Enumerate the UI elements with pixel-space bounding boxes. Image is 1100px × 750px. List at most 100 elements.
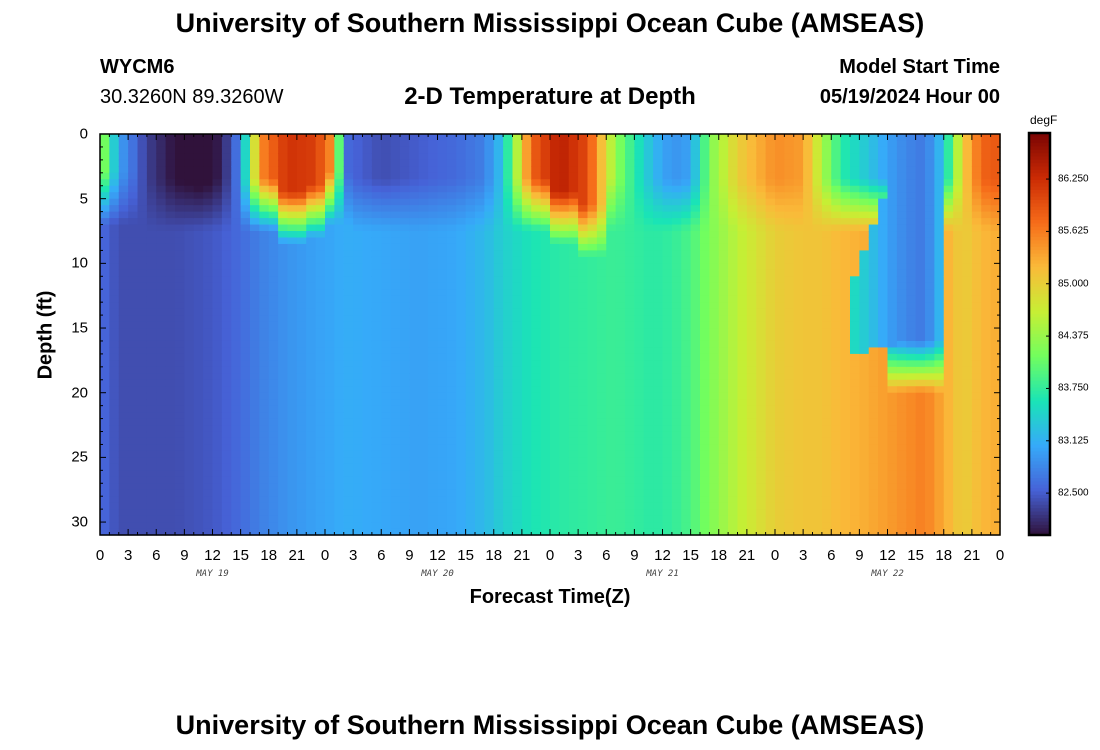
heatmap-cell (681, 463, 692, 471)
heatmap-cell (240, 360, 251, 368)
heatmap-cell (193, 515, 204, 523)
heatmap-cell (184, 172, 195, 180)
heatmap-cell (690, 172, 701, 180)
heatmap-cell (690, 522, 701, 530)
heatmap-cell (606, 340, 617, 349)
heatmap-cell (371, 509, 382, 517)
heatmap-cell (231, 515, 242, 523)
heatmap-cell (109, 366, 120, 374)
heatmap-cell (212, 340, 223, 349)
heatmap-cell (718, 522, 729, 530)
heatmap-cell (728, 431, 739, 439)
heatmap-cell (550, 470, 560, 478)
heatmap-cell (625, 269, 635, 277)
heatmap-cell (662, 528, 673, 536)
heatmap-cell (128, 185, 139, 193)
heatmap-cell (793, 522, 804, 530)
heatmap-cell (634, 140, 645, 148)
heatmap-cell (165, 237, 176, 245)
heatmap-cell (512, 269, 523, 277)
heatmap-cell (803, 509, 814, 517)
heatmap-cell (484, 366, 495, 374)
heatmap-cell (353, 321, 364, 329)
heatmap-cell (362, 211, 373, 219)
heatmap-cell (653, 444, 664, 452)
heatmap-cell (756, 256, 767, 264)
heatmap-cell (540, 476, 551, 484)
heatmap-cell (775, 153, 785, 161)
heatmap-cell (371, 463, 382, 471)
heatmap-cell (325, 192, 335, 200)
heatmap-cell (643, 243, 654, 252)
heatmap-cell (550, 134, 560, 142)
heatmap-cell (259, 502, 270, 510)
heatmap-cell (503, 146, 514, 155)
heatmap-cell (531, 450, 542, 458)
heatmap-cell (306, 347, 317, 355)
heatmap-cell (437, 353, 448, 361)
heatmap-cell (587, 412, 598, 420)
heatmap-cell (775, 315, 785, 323)
heatmap-cell (296, 412, 307, 420)
heatmap-cell (371, 211, 382, 219)
heatmap-cell (831, 444, 842, 452)
heatmap-cell (193, 315, 204, 323)
heatmap-cell (109, 392, 120, 400)
heatmap-cell (259, 470, 270, 478)
heatmap-cell (840, 153, 851, 161)
heatmap-cell (596, 231, 607, 239)
heatmap-cell (671, 405, 682, 413)
heatmap-cell (568, 140, 579, 148)
heatmap-cell (681, 366, 692, 374)
heatmap-cell (484, 308, 495, 316)
heatmap-cell (615, 243, 626, 252)
heatmap-cell (306, 431, 317, 439)
heatmap-cell (812, 211, 823, 219)
heatmap-cell (250, 489, 260, 497)
heatmap-cell (634, 489, 645, 497)
heatmap-cell (756, 153, 767, 161)
heatmap-cell (587, 509, 598, 517)
heatmap-cell (128, 340, 139, 349)
heatmap-cell (475, 502, 485, 510)
heatmap-cell (231, 522, 242, 530)
heatmap-cell (100, 231, 110, 239)
heatmap-cell (784, 321, 795, 329)
heatmap-cell (118, 153, 129, 161)
heatmap-cell (803, 418, 814, 426)
heatmap-cell (221, 425, 232, 433)
heatmap-cell (146, 166, 157, 174)
heatmap-cell (118, 457, 129, 465)
heatmap-cell (531, 153, 542, 161)
heatmap-cell (165, 315, 176, 323)
heatmap-cell (596, 166, 607, 174)
heatmap-cell (278, 308, 289, 316)
heatmap-cell (606, 334, 617, 342)
heatmap-cell (456, 496, 467, 504)
heatmap-cell (493, 192, 504, 200)
heatmap-cell (409, 231, 420, 239)
heatmap-cell (812, 386, 823, 394)
heatmap-cell (165, 502, 176, 510)
heatmap-cell (371, 328, 382, 336)
heatmap-cell (831, 340, 842, 349)
heatmap-cell (381, 192, 392, 200)
heatmap-cell (615, 392, 626, 400)
heatmap-cell (803, 379, 814, 387)
heatmap-cell (465, 315, 476, 323)
heatmap-cell (268, 502, 279, 510)
heatmap-cell (137, 515, 148, 523)
heatmap-cell (184, 522, 195, 530)
heatmap-cell (662, 231, 673, 239)
heatmap-cell (465, 263, 476, 271)
heatmap-cell (381, 405, 392, 413)
heatmap-cell (653, 412, 664, 420)
heatmap-cell (240, 237, 251, 245)
heatmap-cell (362, 140, 373, 148)
heatmap-cell (362, 515, 373, 523)
heatmap-cell (193, 179, 204, 187)
heatmap-cell (568, 483, 579, 491)
heatmap-cell (137, 418, 148, 426)
heatmap-cell (456, 366, 467, 374)
heatmap-cell (606, 140, 617, 148)
